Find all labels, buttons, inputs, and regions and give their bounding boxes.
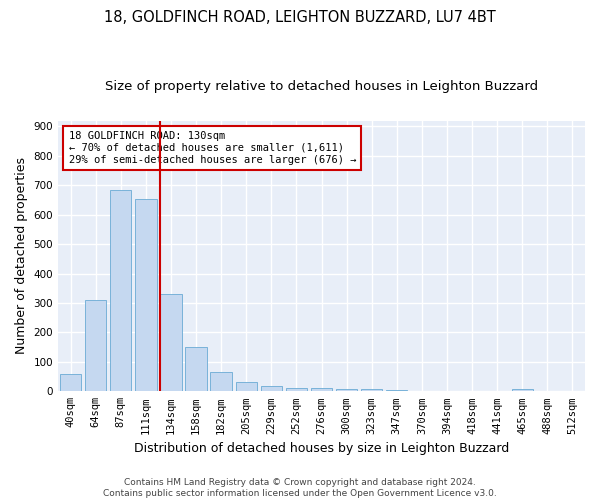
Bar: [85, 300, 106, 392]
Bar: [110, 190, 131, 392]
Bar: [160, 294, 182, 392]
Y-axis label: Number of detached properties: Number of detached properties: [15, 158, 28, 354]
Bar: [512, 389, 533, 392]
Bar: [60, 374, 81, 392]
Bar: [336, 389, 357, 392]
Bar: [135, 198, 157, 392]
Title: Size of property relative to detached houses in Leighton Buzzard: Size of property relative to detached ho…: [105, 80, 538, 93]
Bar: [236, 382, 257, 392]
Text: Contains HM Land Registry data © Crown copyright and database right 2024.
Contai: Contains HM Land Registry data © Crown c…: [103, 478, 497, 498]
Bar: [185, 347, 207, 392]
Text: 18 GOLDFINCH ROAD: 130sqm
← 70% of detached houses are smaller (1,611)
29% of se: 18 GOLDFINCH ROAD: 130sqm ← 70% of detac…: [68, 132, 356, 164]
Bar: [386, 390, 407, 392]
Bar: [286, 388, 307, 392]
Bar: [361, 389, 382, 392]
Bar: [311, 388, 332, 392]
Text: 18, GOLDFINCH ROAD, LEIGHTON BUZZARD, LU7 4BT: 18, GOLDFINCH ROAD, LEIGHTON BUZZARD, LU…: [104, 10, 496, 25]
Bar: [260, 386, 282, 392]
Bar: [211, 372, 232, 392]
X-axis label: Distribution of detached houses by size in Leighton Buzzard: Distribution of detached houses by size …: [134, 442, 509, 455]
